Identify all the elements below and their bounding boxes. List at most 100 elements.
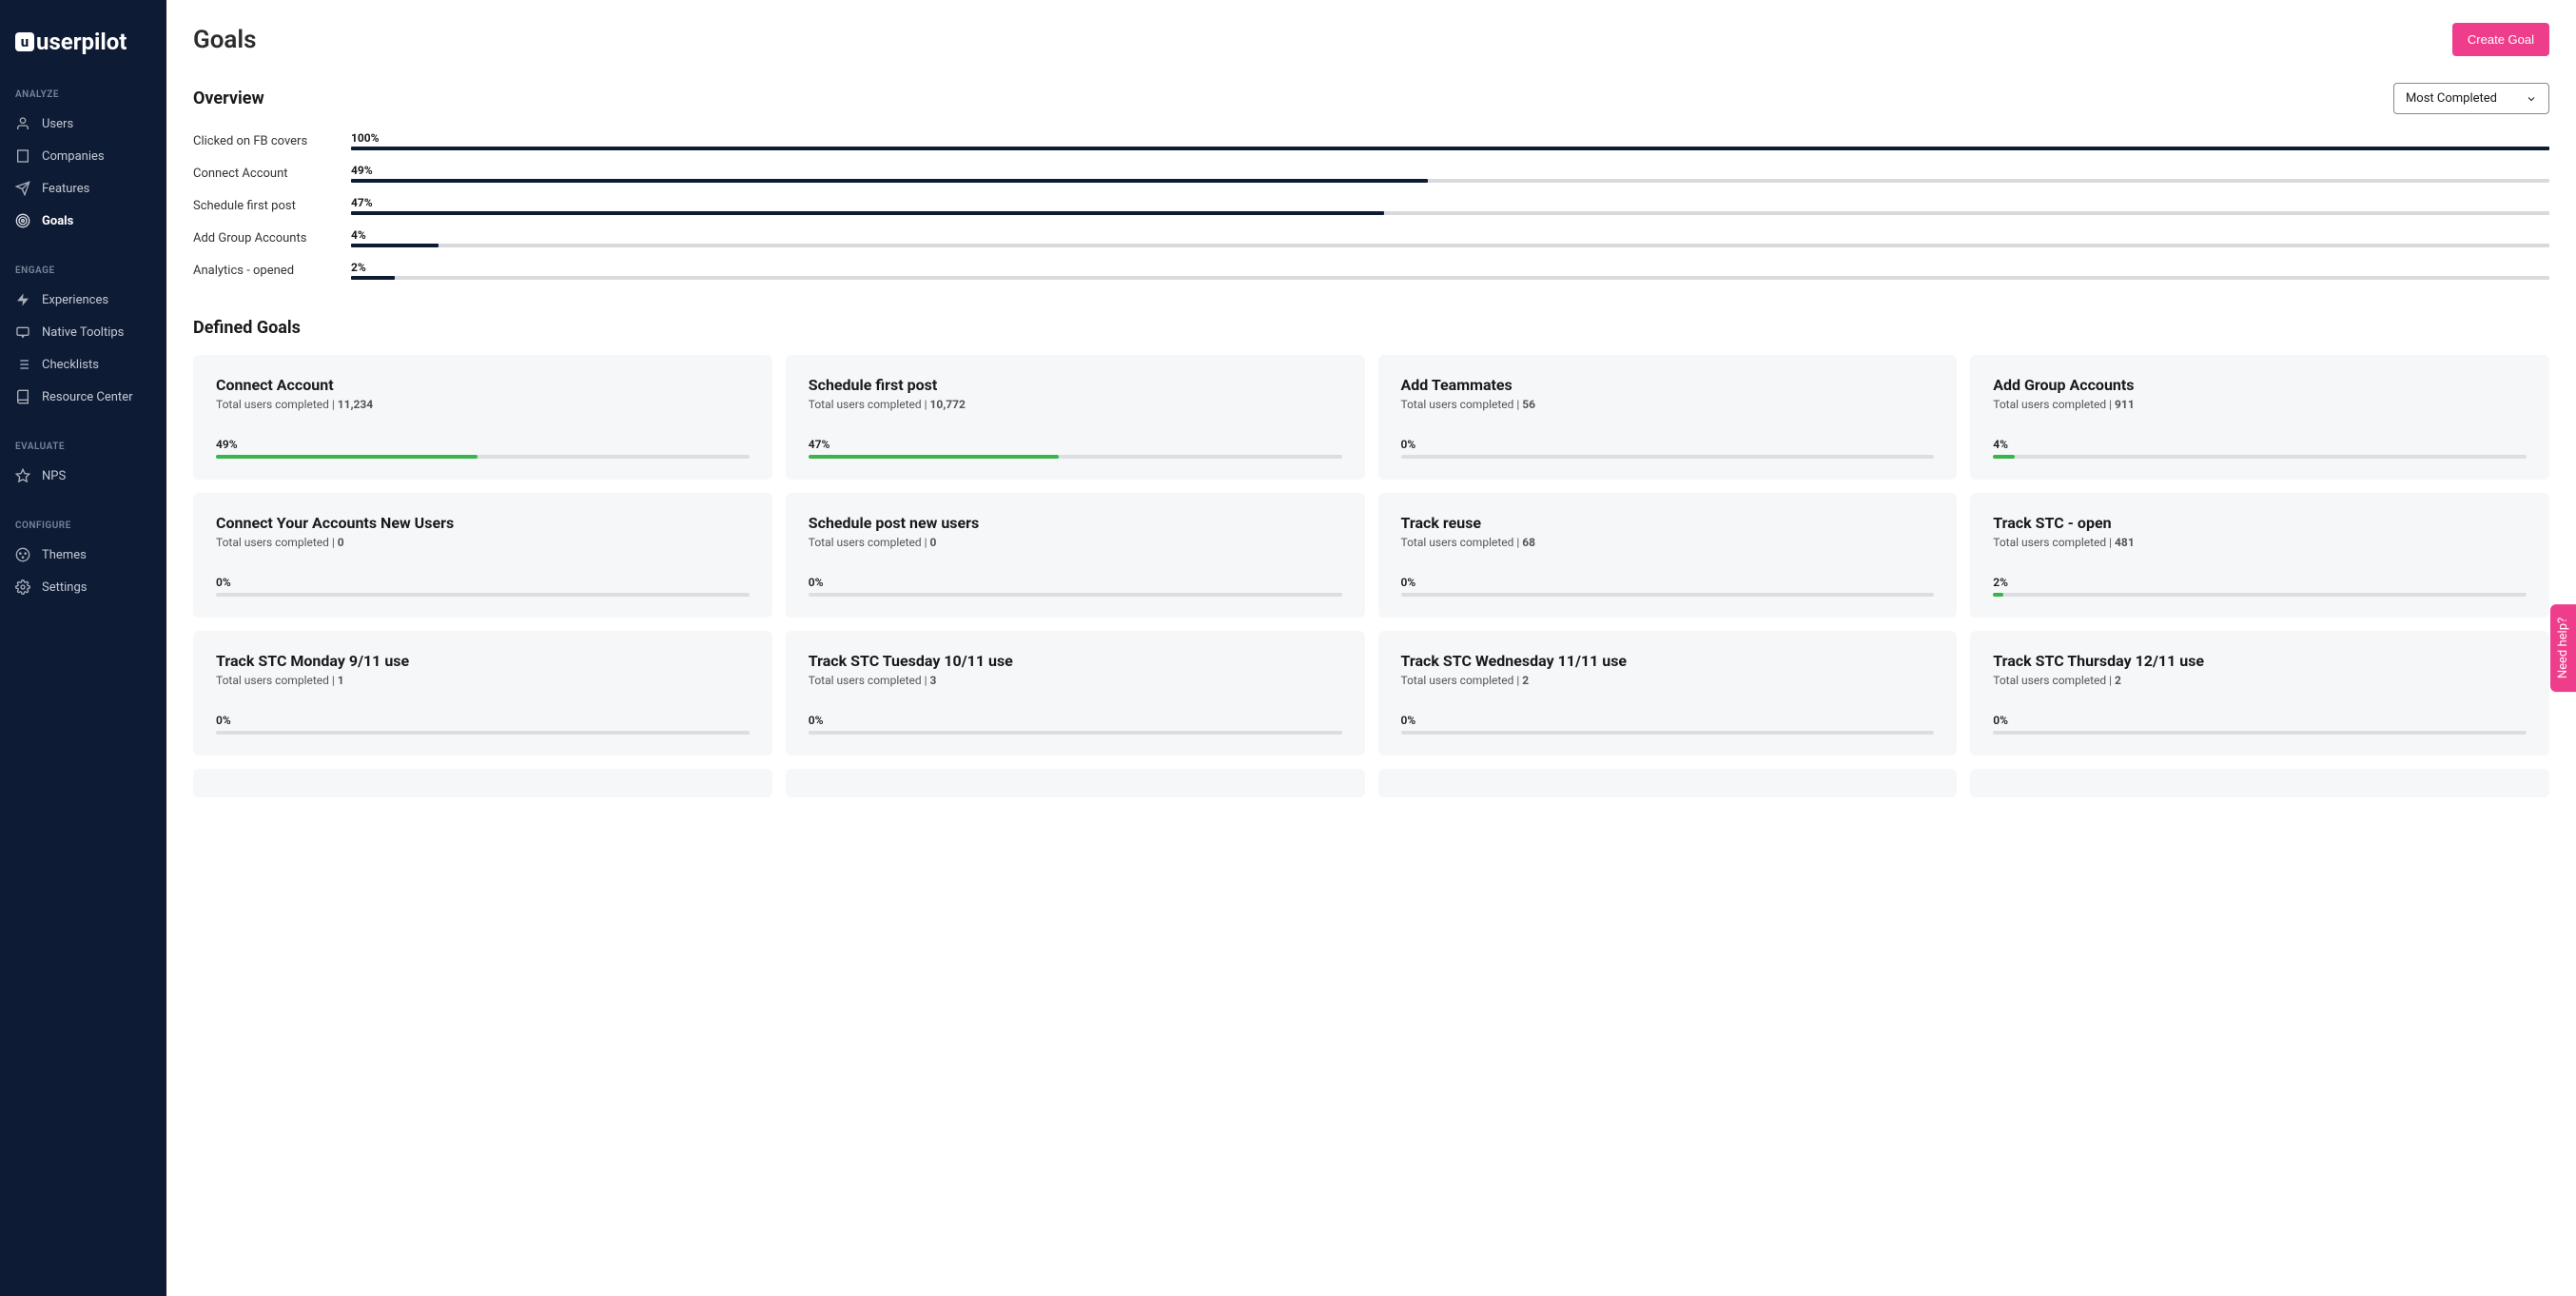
nav-section-label: EVALUATE [0, 434, 166, 460]
sidebar-item-label: NPS [42, 469, 66, 483]
goal-card-subtitle: Total users completed | 911 [1993, 398, 2527, 411]
goal-card-pct: 0% [809, 714, 1342, 727]
target-icon [15, 213, 30, 228]
goal-card-track [1993, 593, 2527, 597]
goal-card[interactable]: Connect Account Total users completed | 1… [193, 355, 772, 480]
goal-card-track [1401, 593, 1935, 597]
goal-card[interactable]: Schedule post new usersTotal users compl… [786, 493, 1365, 618]
sidebar-item-label: Experiences [42, 293, 108, 307]
overview-row-pct: 47% [351, 196, 2549, 209]
goal-card[interactable]: Track STC - openTotal users completed | … [1970, 493, 2549, 618]
goal-card-title: Track STC Wednesday 11/11 use [1401, 652, 1935, 670]
goal-card-pct: 2% [1993, 576, 2527, 589]
overview-bar-track [351, 179, 2549, 183]
goal-card-pct: 0% [1401, 714, 1935, 727]
building-icon [15, 148, 30, 164]
overview-row-label: Connect Account [193, 167, 351, 181]
overview-row-pct: 2% [351, 261, 2549, 274]
goal-card-pct: 4% [1993, 438, 2527, 451]
goal-card-pct: 0% [216, 576, 750, 589]
nav-section-label: ANALYZE [0, 82, 166, 108]
sidebar-item-nps[interactable]: NPS [0, 460, 166, 492]
goal-card-subtitle: Total users completed | 10,772 [809, 398, 1342, 411]
sidebar-item-label: Companies [42, 149, 105, 164]
goal-card-title: Schedule post new users [809, 514, 1342, 532]
overview-row-label: Clicked on FB covers [193, 134, 351, 148]
sidebar-item-experiences[interactable]: Experiences [0, 284, 166, 316]
sidebar-item-resource-center[interactable]: Resource Center [0, 381, 166, 413]
gear-icon [15, 579, 30, 595]
overview-list: Clicked on FB covers100%Connect Account4… [193, 131, 2549, 280]
goal-card-title: Track reuse [1401, 514, 1935, 532]
star-icon [15, 468, 30, 483]
sidebar: uuserpilot ANALYZEUsers Companies Features… [0, 0, 166, 1296]
goal-card[interactable]: Add TeammatesTotal users completed | 560… [1378, 355, 1958, 480]
goal-card-fill [1993, 593, 2003, 597]
goal-card-track [1993, 731, 2527, 735]
sort-dropdown[interactable]: Most Completed [2393, 83, 2549, 114]
nav-section-label: CONFIGURE [0, 513, 166, 539]
goal-card-pct: 0% [1401, 576, 1935, 589]
logo-mark-icon: u [15, 32, 34, 51]
goal-card-placeholder [786, 769, 1365, 797]
overview-row-pct: 49% [351, 164, 2549, 177]
overview-row-label: Schedule first post [193, 199, 351, 213]
goal-card[interactable]: Track reuse Total users completed | 68 0% [1378, 493, 1958, 618]
goal-card-placeholder [1970, 769, 2549, 797]
page-header: Goals Create Goal [193, 23, 2549, 56]
goal-card-fill [809, 455, 1060, 459]
goal-card-title: Connect Your Accounts New Users [216, 514, 750, 532]
goal-card-subtitle: Total users completed | 0 [216, 536, 750, 549]
page-title: Goals [193, 26, 257, 54]
palette-icon [15, 547, 30, 562]
overview-bar-fill [351, 211, 1384, 215]
sidebar-item-companies[interactable]: Companies [0, 140, 166, 172]
goal-card-track [216, 593, 750, 597]
goal-card[interactable]: Track STC Tuesday 10/11 useTotal users c… [786, 631, 1365, 756]
book-icon [15, 389, 30, 404]
logo-text: userpilot [36, 29, 127, 55]
goal-card-track [1993, 455, 2527, 459]
sidebar-item-goals[interactable]: Goals [0, 205, 166, 237]
goal-card[interactable]: Connect Your Accounts New Users Total use… [193, 493, 772, 618]
overview-row-label: Add Group Accounts [193, 231, 351, 245]
sidebar-item-checklists[interactable]: Checklists [0, 348, 166, 381]
create-goal-button[interactable]: Create Goal [2452, 23, 2549, 56]
goal-card[interactable]: Track STC Thursday 12/11 useTotal users … [1970, 631, 2549, 756]
overview-title: Overview [193, 88, 264, 108]
need-help-tab[interactable]: Need help? [2550, 604, 2576, 692]
goal-card-title: Connect Account [216, 376, 750, 394]
goal-card[interactable]: Track STC Monday 9/11 useTotal users com… [193, 631, 772, 756]
goal-card-subtitle: Total users completed | 11,234 [216, 398, 750, 411]
sidebar-item-label: Resource Center [42, 390, 133, 404]
send-icon [15, 181, 30, 196]
goal-card-subtitle: Total users completed | 2 [1993, 674, 2527, 687]
goal-card-fill [216, 455, 478, 459]
goal-card-pct: 0% [1401, 438, 1935, 451]
main-content: Goals Create Goal Overview Most Complete… [166, 0, 2576, 1296]
sidebar-item-native-tooltips[interactable]: Native Tooltips [0, 316, 166, 348]
bolt-icon [15, 292, 30, 307]
goal-card[interactable]: Track STC Wednesday 11/11 use Total users… [1378, 631, 1958, 756]
goal-card-fill [1993, 455, 2014, 459]
goal-card[interactable]: Schedule first postTotal users completed… [786, 355, 1365, 480]
goal-card[interactable]: Add Group AccountsTotal users completed … [1970, 355, 2549, 480]
sidebar-item-features[interactable]: Features [0, 172, 166, 205]
sidebar-item-users[interactable]: Users [0, 108, 166, 140]
sort-dropdown-label: Most Completed [2406, 91, 2497, 106]
goal-card-title: Add Teammates [1401, 376, 1935, 394]
overview-row-pct: 100% [351, 131, 2549, 145]
sidebar-item-label: Native Tooltips [42, 325, 124, 340]
overview-row: Analytics - opened2% [193, 261, 2549, 280]
goal-card-pct: 0% [1993, 714, 2527, 727]
user-icon [15, 116, 30, 131]
logo[interactable]: uuserpilot [0, 19, 166, 82]
sidebar-item-settings[interactable]: Settings [0, 571, 166, 603]
goal-card-placeholder [193, 769, 772, 797]
goal-card-subtitle: Total users completed | 2 [1401, 674, 1935, 687]
sidebar-item-themes[interactable]: Themes [0, 539, 166, 571]
goal-card-title: Track STC Tuesday 10/11 use [809, 652, 1342, 670]
goal-card-subtitle: Total users completed | 68 [1401, 536, 1935, 549]
overview-row-pct: 4% [351, 228, 2549, 242]
goal-card-pct: 47% [809, 438, 1342, 451]
